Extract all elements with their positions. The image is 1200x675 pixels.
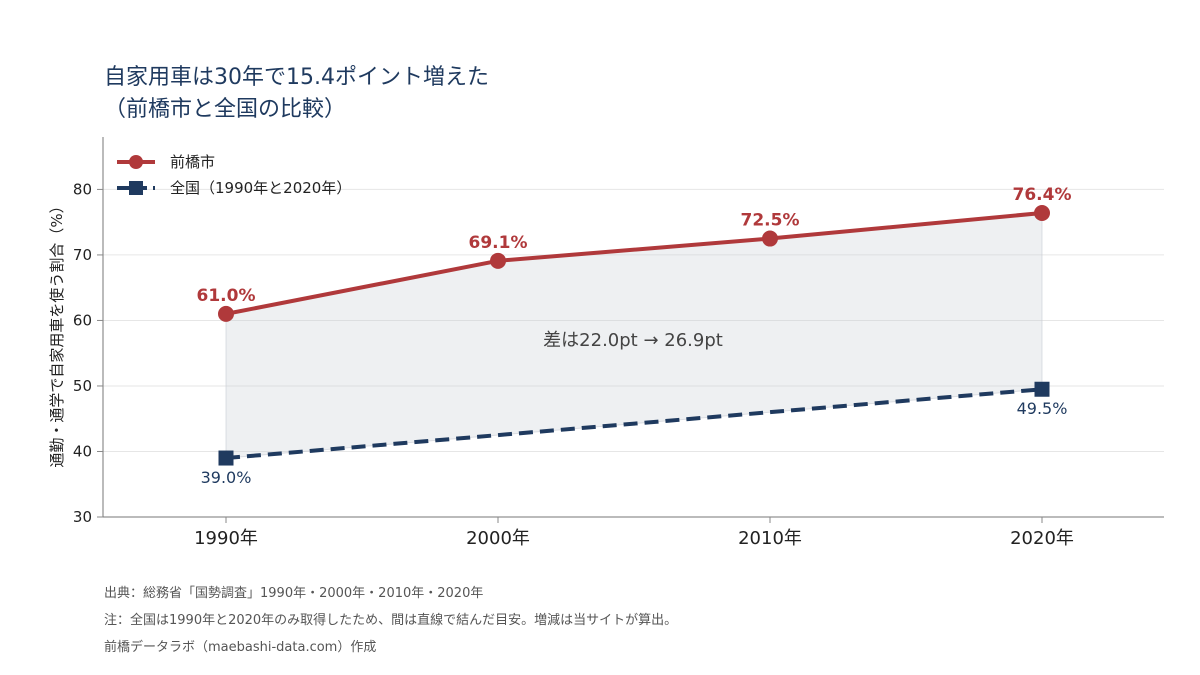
data-point-national (218, 450, 234, 466)
y-tick-label: 60 (73, 311, 92, 329)
data-point-national (1034, 381, 1050, 397)
data-label-maebashi: 76.4% (1013, 185, 1072, 205)
x-axis-ticks: 1990年 2000年 2010年 2020年 (194, 517, 1074, 549)
data-point-maebashi (218, 305, 234, 322)
credit-note: 前橋データラボ（maebashi-data.com）作成 (104, 639, 376, 655)
source-note: 出典：総務省「国勢調査」1990年・2000年・2010年・2020年 (104, 586, 483, 601)
y-tick-label: 50 (73, 377, 92, 395)
y-tick-label: 80 (73, 180, 92, 198)
series-line-maebashi (225, 211, 1043, 316)
legend-marker-maebashi (129, 155, 143, 169)
data-label-national: 39.0% (201, 468, 252, 487)
axes (102, 137, 1164, 518)
data-point-maebashi (490, 252, 506, 269)
x-tick-label: 2010年 (738, 528, 802, 549)
series-group (218, 205, 1050, 466)
method-note: 注：全国は1990年と2020年のみ取得したため、間は直線で結んだ目安。増減は当… (104, 612, 677, 628)
data-label-maebashi: 61.0% (197, 286, 256, 306)
legend-marker-national (129, 181, 143, 195)
y-axis-ticks: 30 40 50 60 70 80 (73, 180, 103, 526)
chart-subtitle: （前橋市と全国の比較） (104, 97, 346, 122)
difference-annotation: 差は22.0pt → 26.9pt (543, 330, 723, 351)
x-tick-label: 1990年 (194, 528, 258, 549)
data-label-maebashi: 69.1% (469, 233, 528, 253)
series-line-national (225, 387, 1043, 461)
data-label-national: 49.5% (1017, 399, 1068, 418)
legend-label-national: 全国（1990年と2020年） (170, 179, 351, 197)
legend: 前橋市 全国（1990年と2020年） (117, 153, 351, 197)
chart-title: 自家用車は30年で15.4ポイント増えた (104, 65, 489, 90)
x-tick-label: 2020年 (1010, 528, 1074, 549)
y-tick-label: 30 (73, 508, 92, 526)
data-label-maebashi: 72.5% (741, 211, 800, 231)
data-labels: 61.0% 69.1% 72.5% 76.4% 39.0% 49.5% (197, 185, 1072, 487)
y-tick-label: 70 (73, 246, 92, 264)
data-point-maebashi (1034, 205, 1050, 221)
data-point-maebashi (762, 230, 778, 247)
y-tick-label: 40 (73, 442, 92, 460)
legend-label-maebashi: 前橋市 (170, 153, 215, 171)
y-axis-label: 通勤・通学で自家用車を使う割合（%） (48, 198, 66, 467)
x-tick-label: 2000年 (466, 528, 530, 549)
grid-lines (103, 188, 1164, 452)
